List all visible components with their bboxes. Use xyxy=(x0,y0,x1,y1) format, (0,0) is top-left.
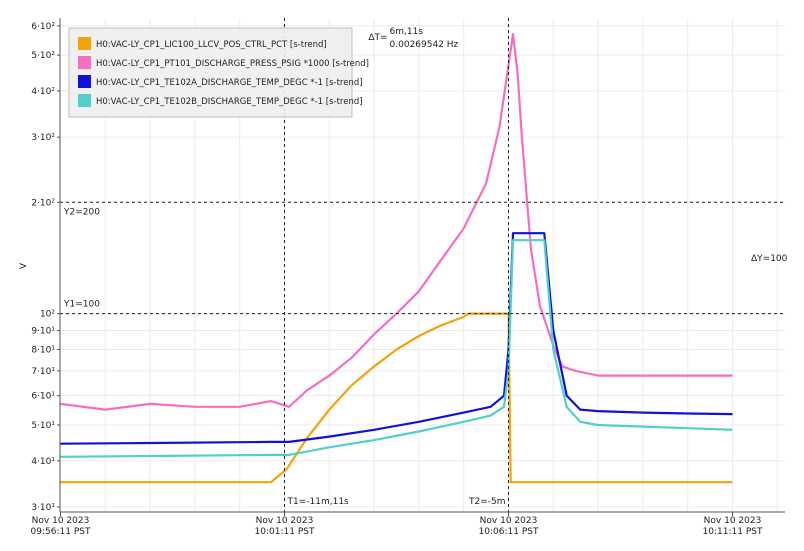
series-line xyxy=(60,32,733,411)
x-tick-date: Nov 10 2023 xyxy=(480,516,538,526)
series-layer xyxy=(60,32,733,484)
legend-label: H0:VAC-LY_CP1_LIC100_LLCV_POS_CTRL_PCT [… xyxy=(96,40,327,50)
series-line xyxy=(60,312,733,484)
legend-swatch xyxy=(78,94,91,107)
y-tick-label: 7·10¹ xyxy=(31,367,55,377)
cursor-t2-label: T2=-5m xyxy=(468,497,506,507)
legend-label: H0:VAC-LY_CP1_PT101_DISCHARGE_PRESS_PSIG… xyxy=(96,59,369,69)
y-tick-label: 6·10¹ xyxy=(31,392,55,402)
x-tick-time: 09:56:11 PST xyxy=(31,527,91,537)
y-tick-label: 3·10² xyxy=(31,133,55,143)
y-tick-label: 8·10¹ xyxy=(31,345,55,355)
delta-t-value: 6m,11s xyxy=(390,27,424,37)
y-tick-label: 5·10² xyxy=(31,51,55,61)
legend-label: H0:VAC-LY_CP1_TE102A_DISCHARGE_TEMP_DEGC… xyxy=(96,78,363,88)
y-tick-label: 4·10² xyxy=(31,87,55,97)
delta-t-freq: 0.00269542 Hz xyxy=(390,40,459,50)
x-tick-date: Nov 10 2023 xyxy=(256,516,314,526)
y-tick-label: 6·10² xyxy=(31,22,55,32)
axis-layer: 3·10¹ 4·10¹ 5·10¹ 6·10¹ 7·10¹ 8·10¹ 9·10¹ 10² 2·… xyxy=(31,18,785,537)
x-tick-time: 10:06:11 PST xyxy=(479,527,539,537)
x-tick-time: 10:01:11 PST xyxy=(255,527,315,537)
legend-swatch xyxy=(78,56,91,69)
series-line xyxy=(60,239,733,458)
y-tick-label: 3·10¹ xyxy=(31,503,55,513)
legend: H0:VAC-LY_CP1_LIC100_LLCV_POS_CTRL_PCT [… xyxy=(68,27,369,118)
legend-label: H0:VAC-LY_CP1_TE102B_DISCHARGE_TEMP_DEGC… xyxy=(96,97,363,107)
y-tick-label: 5·10¹ xyxy=(31,421,55,431)
y-tick-label: 2·10² xyxy=(31,198,55,208)
x-tick-time: 10:11:11 PST xyxy=(703,527,763,537)
y-tick-label: 10² xyxy=(40,310,55,320)
y-axis-label: V xyxy=(19,262,29,269)
legend-swatch xyxy=(78,75,91,88)
y-tick-label: 9·10¹ xyxy=(31,327,55,337)
delta-t-label: ΔT= xyxy=(368,33,387,43)
x-tick-date: Nov 10 2023 xyxy=(32,516,90,526)
legend-box xyxy=(68,27,353,118)
y-tick-label: 4·10¹ xyxy=(31,457,55,467)
cursor-t1-label: T1=-11m,11s xyxy=(287,497,350,507)
cursor-y2-label: Y2=200 xyxy=(63,207,100,217)
cursor-y1-label: Y1=100 xyxy=(63,300,100,310)
legend-swatch xyxy=(78,37,91,50)
cursor-layer: T1=-11m,11s T2=-5m Y1=100 Y2=200 ΔT=6m,11s 0.… xyxy=(60,18,788,512)
x-tick-date: Nov 10 2023 xyxy=(704,516,762,526)
legend-items: H0:VAC-LY_CP1_LIC100_LLCV_POS_CTRL_PCT [… xyxy=(78,37,369,107)
delta-y-label: ΔY=100 xyxy=(751,254,788,264)
series-line xyxy=(60,232,733,445)
